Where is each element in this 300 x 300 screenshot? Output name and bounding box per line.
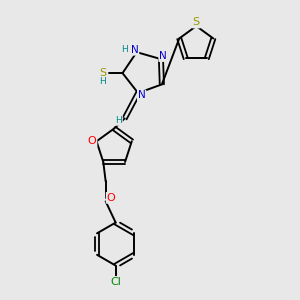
Text: N: N bbox=[159, 51, 167, 61]
Text: Cl: Cl bbox=[110, 277, 121, 287]
Text: S: S bbox=[193, 17, 200, 28]
Text: H: H bbox=[99, 77, 106, 86]
Text: N: N bbox=[131, 45, 139, 55]
Text: O: O bbox=[88, 136, 97, 146]
Text: H: H bbox=[115, 116, 122, 125]
Text: N: N bbox=[138, 90, 146, 100]
Text: O: O bbox=[107, 193, 116, 203]
Text: S: S bbox=[99, 68, 106, 78]
Text: H: H bbox=[121, 45, 128, 54]
